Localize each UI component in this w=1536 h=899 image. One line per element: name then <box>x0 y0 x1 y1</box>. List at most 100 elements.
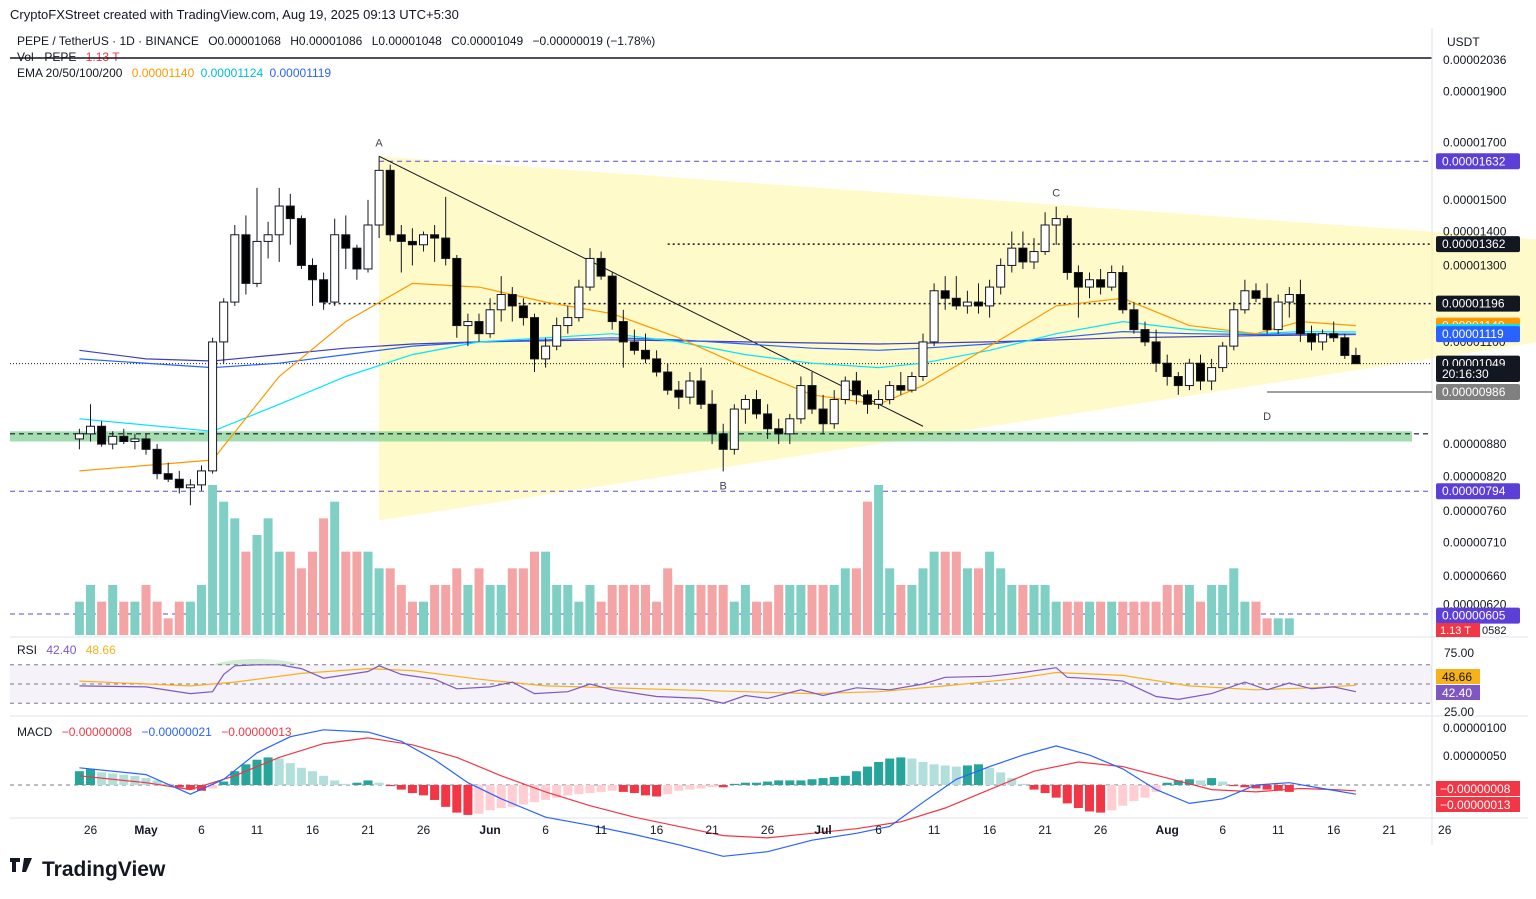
candle-body <box>496 294 506 311</box>
change-value: −0.00000019 (−1.78%) <box>532 34 656 48</box>
volume-label[interactable]: Vol · PEPE <box>17 50 77 64</box>
candle-body <box>430 234 440 239</box>
macd-histogram-bar <box>1007 778 1017 785</box>
volume-bar <box>618 585 628 635</box>
candle-body <box>907 375 917 391</box>
pivot-label-b: B <box>720 480 727 492</box>
volume-bar <box>896 585 906 635</box>
volume-bar <box>419 601 428 635</box>
rsi-line <box>79 664 1357 704</box>
price-axis-tick: 0.00001300 <box>1443 258 1507 272</box>
candle-body <box>1062 218 1072 274</box>
macd-histogram-bar <box>474 785 484 814</box>
price-label-text: 0.00000605 <box>1442 609 1506 623</box>
macd-histogram-bar <box>740 782 750 785</box>
candle-body <box>197 470 206 486</box>
macd-histogram-bar <box>1240 785 1250 788</box>
volume-bar <box>97 601 107 635</box>
candle-body <box>319 279 329 303</box>
macd-histogram-bar <box>419 785 428 796</box>
candle-body <box>863 394 872 405</box>
candle-body <box>485 309 495 335</box>
time-axis-tick: 11 <box>1272 823 1285 837</box>
candle-body <box>607 275 617 323</box>
candle-body <box>1096 279 1106 288</box>
candle-body <box>918 341 928 377</box>
candle-body <box>1129 309 1139 331</box>
volume-bar <box>641 585 650 635</box>
volume-bar <box>929 551 939 635</box>
price-label-box <box>1436 153 1520 170</box>
volume-bar <box>1262 618 1272 635</box>
volume-bar <box>185 601 195 635</box>
volume-bar <box>1207 585 1217 635</box>
macd-histogram-bar <box>1151 785 1161 792</box>
volume-bar <box>530 551 539 635</box>
candle-body <box>219 301 229 343</box>
candle-body <box>985 286 995 307</box>
time-axis-tick: 21 <box>705 823 719 837</box>
price-axis-tick: 0.00000820 <box>1443 469 1507 483</box>
time-axis-tick: 11 <box>928 823 941 837</box>
macd-histogram-bar <box>652 785 662 797</box>
price-label-text: 0.00001196 <box>1442 297 1505 311</box>
ema-label[interactable]: EMA 20/50/100/200 <box>17 66 123 80</box>
candle-body <box>419 234 428 246</box>
volume-bar <box>874 485 884 635</box>
volume-bar <box>1251 601 1261 635</box>
rsi-value: 42.40 <box>46 643 77 657</box>
rsi-label[interactable]: RSI <box>17 643 38 657</box>
candle-body <box>674 389 684 398</box>
macd-histogram-bar <box>363 780 373 785</box>
candle-body <box>1085 279 1094 288</box>
candle-body <box>541 345 551 360</box>
open-value: O0.00001068 <box>208 34 281 48</box>
candle-body <box>1029 251 1039 263</box>
candle-body <box>518 305 528 319</box>
volume-bar <box>1196 601 1205 635</box>
macd-histogram-bar <box>230 771 240 785</box>
macd-histogram-bar <box>851 771 861 785</box>
macd-histogram-bar <box>1229 785 1239 787</box>
volume-bar <box>1051 601 1061 635</box>
macd-histogram-bar <box>441 785 451 807</box>
macd-histogram-bar <box>863 766 872 785</box>
tradingview-logo[interactable]: TradingView <box>10 858 165 882</box>
price-label-box <box>1436 326 1520 343</box>
candle-body <box>530 317 539 360</box>
candle-body <box>1018 247 1028 263</box>
candle-body <box>818 408 828 425</box>
price-label-box <box>1436 483 1520 500</box>
candle-body <box>363 224 373 270</box>
volume-bar <box>696 585 706 635</box>
volume-bar <box>219 501 229 635</box>
time-axis-tick: May <box>134 823 158 837</box>
currency-label[interactable]: USDT <box>1447 35 1480 49</box>
macd-histogram-bar <box>629 785 639 794</box>
volume-bar <box>119 601 129 635</box>
time-axis-tick: Jul <box>814 823 831 837</box>
macd-histogram-bar <box>1196 780 1205 785</box>
candle-body <box>1196 362 1205 382</box>
candle-body <box>718 433 728 450</box>
volume-bar <box>1096 601 1106 635</box>
candle-body <box>707 403 717 435</box>
symbol-label[interactable]: PEPE / TetherUS · 1D · BINANCE <box>17 34 199 48</box>
volume-bar <box>341 551 351 635</box>
support-zone <box>10 431 1412 442</box>
macd-histogram-bar <box>940 765 950 785</box>
volume-bar <box>962 568 972 635</box>
volume-bar <box>241 551 251 635</box>
macd-histogram-bar <box>807 779 817 785</box>
candle-body <box>1118 272 1128 311</box>
volume-bar <box>430 585 440 635</box>
macd-histogram-bar <box>641 785 650 796</box>
volume-bar <box>1018 585 1028 635</box>
macd-label[interactable]: MACD <box>17 725 53 739</box>
macd-histogram-bar <box>518 785 528 805</box>
macd-histogram-bar <box>729 783 739 785</box>
candle-body <box>929 290 939 343</box>
macd-histogram-bar <box>563 785 573 796</box>
macd-histogram-bar <box>330 780 340 785</box>
